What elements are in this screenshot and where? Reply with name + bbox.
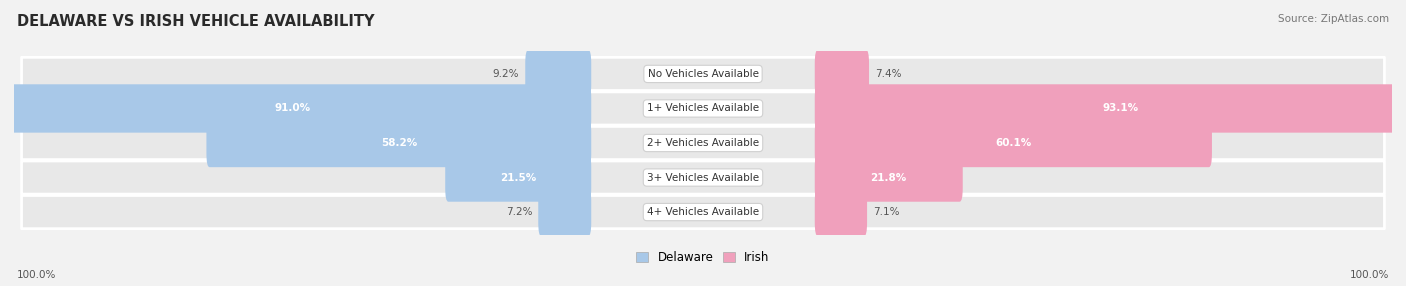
Text: 21.8%: 21.8% [870, 172, 907, 182]
FancyBboxPatch shape [21, 57, 1385, 90]
FancyBboxPatch shape [538, 188, 592, 236]
Text: 2+ Vehicles Available: 2+ Vehicles Available [647, 138, 759, 148]
Text: 7.2%: 7.2% [506, 207, 531, 217]
Text: 9.2%: 9.2% [492, 69, 519, 79]
FancyBboxPatch shape [21, 92, 1385, 125]
Legend: Delaware, Irish: Delaware, Irish [631, 247, 775, 269]
FancyBboxPatch shape [814, 188, 868, 236]
Text: 100.0%: 100.0% [1350, 270, 1389, 280]
FancyBboxPatch shape [814, 153, 963, 202]
FancyBboxPatch shape [446, 153, 592, 202]
Text: 21.5%: 21.5% [501, 172, 536, 182]
Text: 60.1%: 60.1% [995, 138, 1032, 148]
Text: 4+ Vehicles Available: 4+ Vehicles Available [647, 207, 759, 217]
Text: DELAWARE VS IRISH VEHICLE AVAILABILITY: DELAWARE VS IRISH VEHICLE AVAILABILITY [17, 14, 374, 29]
Text: 93.1%: 93.1% [1102, 104, 1139, 114]
FancyBboxPatch shape [814, 50, 869, 98]
FancyBboxPatch shape [21, 126, 1385, 160]
FancyBboxPatch shape [21, 161, 1385, 194]
Text: Source: ZipAtlas.com: Source: ZipAtlas.com [1278, 14, 1389, 24]
FancyBboxPatch shape [207, 119, 592, 167]
FancyBboxPatch shape [814, 119, 1212, 167]
Text: 3+ Vehicles Available: 3+ Vehicles Available [647, 172, 759, 182]
Text: 7.4%: 7.4% [875, 69, 901, 79]
Text: 91.0%: 91.0% [274, 104, 311, 114]
Text: 100.0%: 100.0% [17, 270, 56, 280]
Text: No Vehicles Available: No Vehicles Available [648, 69, 758, 79]
Text: 58.2%: 58.2% [381, 138, 418, 148]
FancyBboxPatch shape [0, 84, 592, 133]
FancyBboxPatch shape [814, 84, 1406, 133]
Text: 7.1%: 7.1% [873, 207, 900, 217]
Text: 1+ Vehicles Available: 1+ Vehicles Available [647, 104, 759, 114]
FancyBboxPatch shape [526, 50, 592, 98]
FancyBboxPatch shape [21, 196, 1385, 229]
